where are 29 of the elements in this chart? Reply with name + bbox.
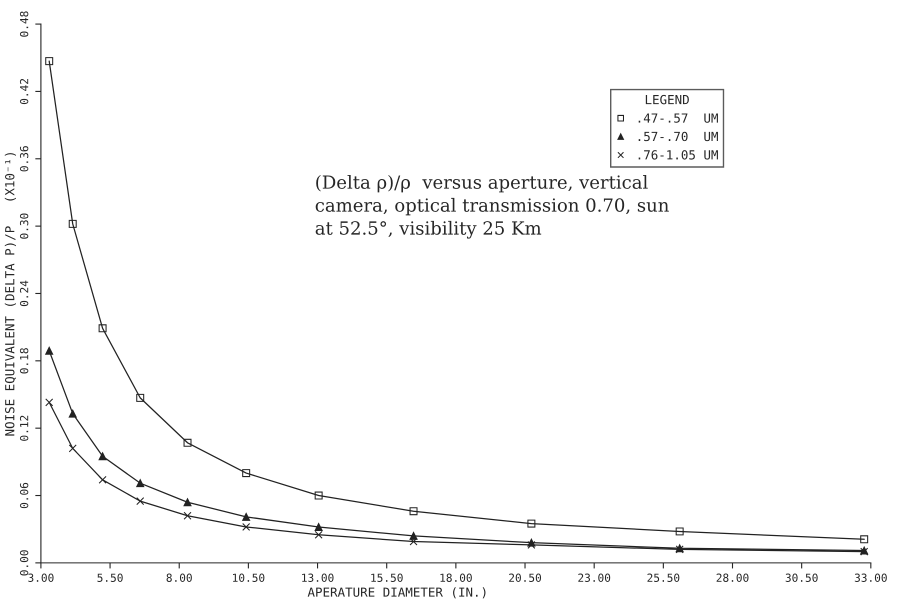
y-tick-label: 0.42 (20, 78, 28, 104)
x-tick-label: 25.50 (647, 574, 680, 582)
legend-label: .57-.70 UM (638, 132, 718, 142)
x-tick-label: 8.00 (166, 574, 192, 582)
y-tick-label: 0.06 (20, 482, 28, 508)
x-tick-label: 10.50 (232, 574, 264, 582)
x-tick-label: 20.50 (509, 574, 542, 582)
x-tick-label: 5.50 (97, 574, 123, 582)
legend-label: .47-.57 UM (638, 113, 718, 123)
x-tick-label: 30.50 (786, 574, 818, 582)
x-tick-label: 18.00 (440, 574, 472, 582)
legend-label: .76-1.05 UM (638, 150, 718, 160)
x-tick-label: 15.50 (371, 574, 403, 582)
x-tick-label: 3.00 (28, 574, 54, 582)
x-axis-title: APERATURE DIAMETER (IN.) (308, 587, 486, 598)
y-tick-label: 0.24 (20, 280, 28, 306)
y-tick-label: 0.36 (20, 146, 28, 172)
y-axis-title: NOISE EQUIVALENT (DELTA P)/P (X10⁻¹) (4, 153, 16, 436)
y-tick-label: 0.18 (20, 348, 28, 374)
x-tick-label: 28.00 (716, 574, 749, 582)
y-tick-label: 0.30 (20, 213, 28, 239)
y-tick-label: 0.12 (20, 416, 28, 441)
y-tick-label: 0.48 (20, 11, 28, 37)
x-tick-label: 13.00 (302, 574, 334, 582)
legend-title: LEGEND (646, 94, 689, 104)
x-tick-label: 23.00 (578, 574, 610, 582)
annotation: (Delta ρ)/ρ versus aperture, vertical camera, optical transmission 0.70, sun at 52.5°, visibility 25 Km (316, 174, 669, 239)
x-tick-label: 33.00 (854, 574, 887, 582)
y-tick-label: 0.00 (20, 550, 28, 576)
